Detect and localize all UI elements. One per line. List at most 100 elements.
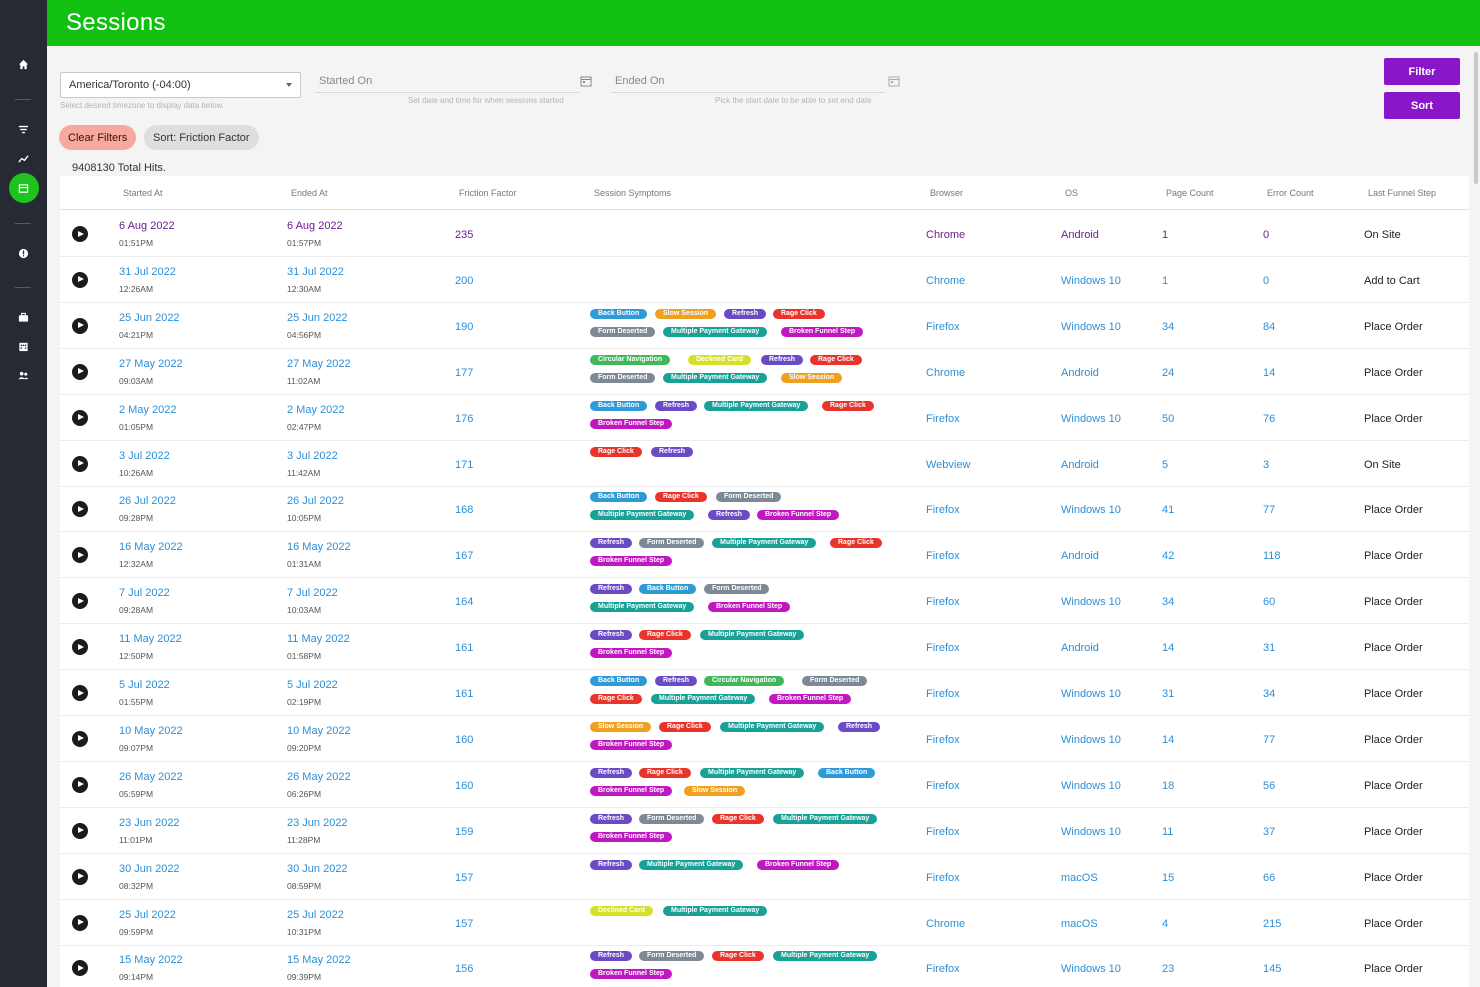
play-session-icon[interactable] — [72, 547, 88, 564]
play-session-icon[interactable] — [72, 685, 88, 701]
table-row[interactable]: 25 Jun 2022 04:21PM 25 Jun 2022 04:56PM 190 B… — [60, 303, 1469, 349]
column-started-at[interactable]: Started At — [123, 188, 163, 198]
symptom-badge: Slow Session — [590, 721, 652, 732]
started-date[interactable]: 2 May 2022 — [119, 403, 177, 416]
started-date[interactable]: 26 Jul 2022 — [119, 495, 176, 508]
vertical-scrollbar[interactable] — [1474, 52, 1478, 184]
play-session-icon[interactable] — [72, 226, 88, 242]
ended-on-input[interactable]: Ended On — [611, 72, 885, 93]
ended-time: 01:58PM — [287, 651, 322, 662]
column-page-count[interactable]: Page Count — [1166, 188, 1214, 198]
ended-date[interactable]: 11 May 2022 — [287, 633, 350, 646]
started-date[interactable]: 3 Jul 2022 — [119, 449, 170, 462]
started-date[interactable]: 10 May 2022 — [119, 724, 183, 737]
started-date[interactable]: 7 Jul 2022 — [119, 587, 170, 600]
table-row[interactable]: 5 Jul 2022 01:55PM 5 Jul 2022 02:19PM 161 Bac… — [60, 670, 1469, 716]
clear-filters-chip[interactable]: Clear Filters — [59, 125, 137, 150]
started-date[interactable]: 27 May 2022 — [119, 357, 183, 370]
play-session-icon[interactable] — [72, 776, 88, 793]
started-date[interactable]: 26 May 2022 — [119, 770, 183, 783]
started-date[interactable]: 25 Jun 2022 — [119, 311, 180, 324]
ended-date[interactable]: 5 Jul 2022 — [287, 679, 338, 691]
table-row[interactable]: 3 Jul 2022 10:26AM 3 Jul 2022 11:42AM 171 Rag… — [60, 441, 1469, 487]
timezone-select[interactable]: America/Toronto (-04:00) — [60, 72, 301, 98]
nav-organization[interactable] — [0, 332, 47, 360]
started-date[interactable]: 6 Aug 2022 — [119, 220, 175, 232]
calendar-icon[interactable] — [888, 75, 900, 87]
play-session-icon[interactable] — [72, 271, 88, 288]
ended-date[interactable]: 15 May 2022 — [287, 954, 351, 967]
column-os[interactable]: OS — [1065, 188, 1079, 198]
column-ended-at[interactable]: Ended At — [291, 188, 328, 198]
table-row[interactable]: 27 May 2022 09:03AM 27 May 2022 11:02AM 177 C… — [60, 349, 1469, 395]
table-row[interactable]: 26 Jul 2022 09:28PM 26 Jul 2022 10:05PM 168 B… — [60, 486, 1469, 533]
play-session-icon[interactable] — [72, 730, 88, 747]
column-last-funnel-step[interactable]: Last Funnel Step — [1368, 188, 1437, 198]
table-row[interactable]: 15 May 2022 09:14PM 15 May 2022 09:39PM 156 R… — [60, 945, 1469, 987]
table-row[interactable]: 10 May 2022 09:07PM 10 May 2022 09:20PM 160 S… — [60, 716, 1469, 762]
table-row[interactable]: 23 Jun 2022 11:01PM 23 Jun 2022 11:28PM 159 R… — [60, 808, 1469, 854]
play-session-icon[interactable] — [72, 409, 88, 426]
ended-date[interactable]: 10 May 2022 — [287, 724, 351, 737]
table-row[interactable]: 2 May 2022 01:05PM 2 May 2022 02:47PM 176 Bac… — [60, 395, 1469, 441]
table-row[interactable]: 31 Jul 2022 12:26AM 31 Jul 2022 12:30AM 200 C… — [60, 257, 1469, 303]
ended-date[interactable]: 3 Jul 2022 — [287, 449, 338, 462]
table-row[interactable]: 30 Jun 2022 08:32PM 30 Jun 2022 08:59PM 157 R… — [60, 854, 1469, 900]
play-session-icon[interactable] — [72, 593, 88, 610]
ended-date[interactable]: 30 Jun 2022 — [287, 862, 348, 875]
column-error-count[interactable]: Error Count — [1267, 188, 1314, 198]
filter-button[interactable]: Filter — [1384, 58, 1460, 85]
column-browser[interactable]: Browser — [930, 188, 964, 198]
play-session-icon[interactable] — [72, 868, 88, 885]
ended-date[interactable]: 16 May 2022 — [287, 541, 351, 554]
ended-date[interactable]: 23 Jun 2022 — [287, 816, 348, 829]
ended-date[interactable]: 26 Jul 2022 — [287, 495, 344, 508]
play-session-icon[interactable] — [72, 501, 88, 518]
play-session-icon[interactable] — [72, 455, 88, 472]
started-date[interactable]: 31 Jul 2022 — [119, 265, 176, 278]
table-row[interactable]: 11 May 2022 12:50PM 11 May 2022 01:58PM 161 R… — [60, 624, 1469, 671]
nav-briefcase[interactable] — [0, 303, 47, 331]
column-session-symptoms[interactable]: Session Symptoms — [594, 188, 672, 198]
sidebar-active-indicator — [8, 173, 39, 203]
column-friction-factor[interactable]: Friction Factor — [459, 188, 517, 198]
table-row[interactable]: 6 Aug 2022 01:51PM 6 Aug 2022 01:57PM 235 Chr… — [60, 211, 1469, 257]
ended-date[interactable]: 25 Jul 2022 — [287, 908, 344, 921]
nav-analytics[interactable] — [0, 144, 47, 172]
nav-sessions[interactable] — [0, 173, 47, 203]
calendar-icon[interactable] — [580, 75, 592, 87]
ended-date[interactable]: 2 May 2022 — [287, 403, 345, 416]
ended-date[interactable]: 7 Jul 2022 — [287, 587, 338, 600]
play-session-icon[interactable] — [72, 363, 88, 380]
play-session-icon[interactable] — [72, 914, 88, 931]
started-date[interactable]: 15 May 2022 — [119, 954, 183, 967]
nav-home[interactable] — [0, 50, 47, 78]
ended-date[interactable]: 6 Aug 2022 — [287, 220, 343, 232]
ended-date[interactable]: 27 May 2022 — [287, 357, 351, 370]
sort-button[interactable]: Sort — [1384, 92, 1460, 119]
started-date[interactable]: 30 Jun 2022 — [119, 862, 180, 875]
started-date[interactable]: 11 May 2022 — [119, 633, 182, 646]
play-session-icon[interactable] — [72, 317, 88, 334]
table-row[interactable]: 7 Jul 2022 09:28AM 7 Jul 2022 10:03AM 164 Ref… — [60, 578, 1469, 625]
os: Windows 10 — [1061, 688, 1121, 700]
play-session-icon[interactable] — [72, 822, 88, 839]
ended-date[interactable]: 31 Jul 2022 — [287, 265, 344, 278]
table-row[interactable]: 25 Jul 2022 09:59PM 25 Jul 2022 10:31PM 157 D… — [60, 900, 1469, 946]
nav-users[interactable] — [0, 361, 47, 389]
started-on-input[interactable]: Started On — [315, 72, 579, 93]
table-row[interactable]: 16 May 2022 12:32AM 16 May 2022 01:31AM 167 R… — [60, 532, 1469, 579]
nav-filters[interactable] — [0, 115, 47, 143]
started-date[interactable]: 16 May 2022 — [119, 541, 183, 554]
ended-date[interactable]: 25 Jun 2022 — [287, 311, 348, 324]
started-date[interactable]: 23 Jun 2022 — [119, 816, 180, 829]
play-session-icon[interactable] — [72, 960, 88, 977]
table-row[interactable]: 26 May 2022 05:59PM 26 May 2022 06:26PM 160 R… — [60, 762, 1469, 808]
symptom-badge: Broken Funnel Step — [757, 510, 840, 521]
started-date[interactable]: 25 Jul 2022 — [119, 908, 176, 921]
sort-chip[interactable]: Sort: Friction Factor — [144, 125, 259, 150]
ended-date[interactable]: 26 May 2022 — [287, 770, 351, 783]
started-date[interactable]: 5 Jul 2022 — [119, 679, 170, 691]
play-session-icon[interactable] — [72, 639, 88, 656]
nav-info[interactable] — [0, 239, 47, 267]
